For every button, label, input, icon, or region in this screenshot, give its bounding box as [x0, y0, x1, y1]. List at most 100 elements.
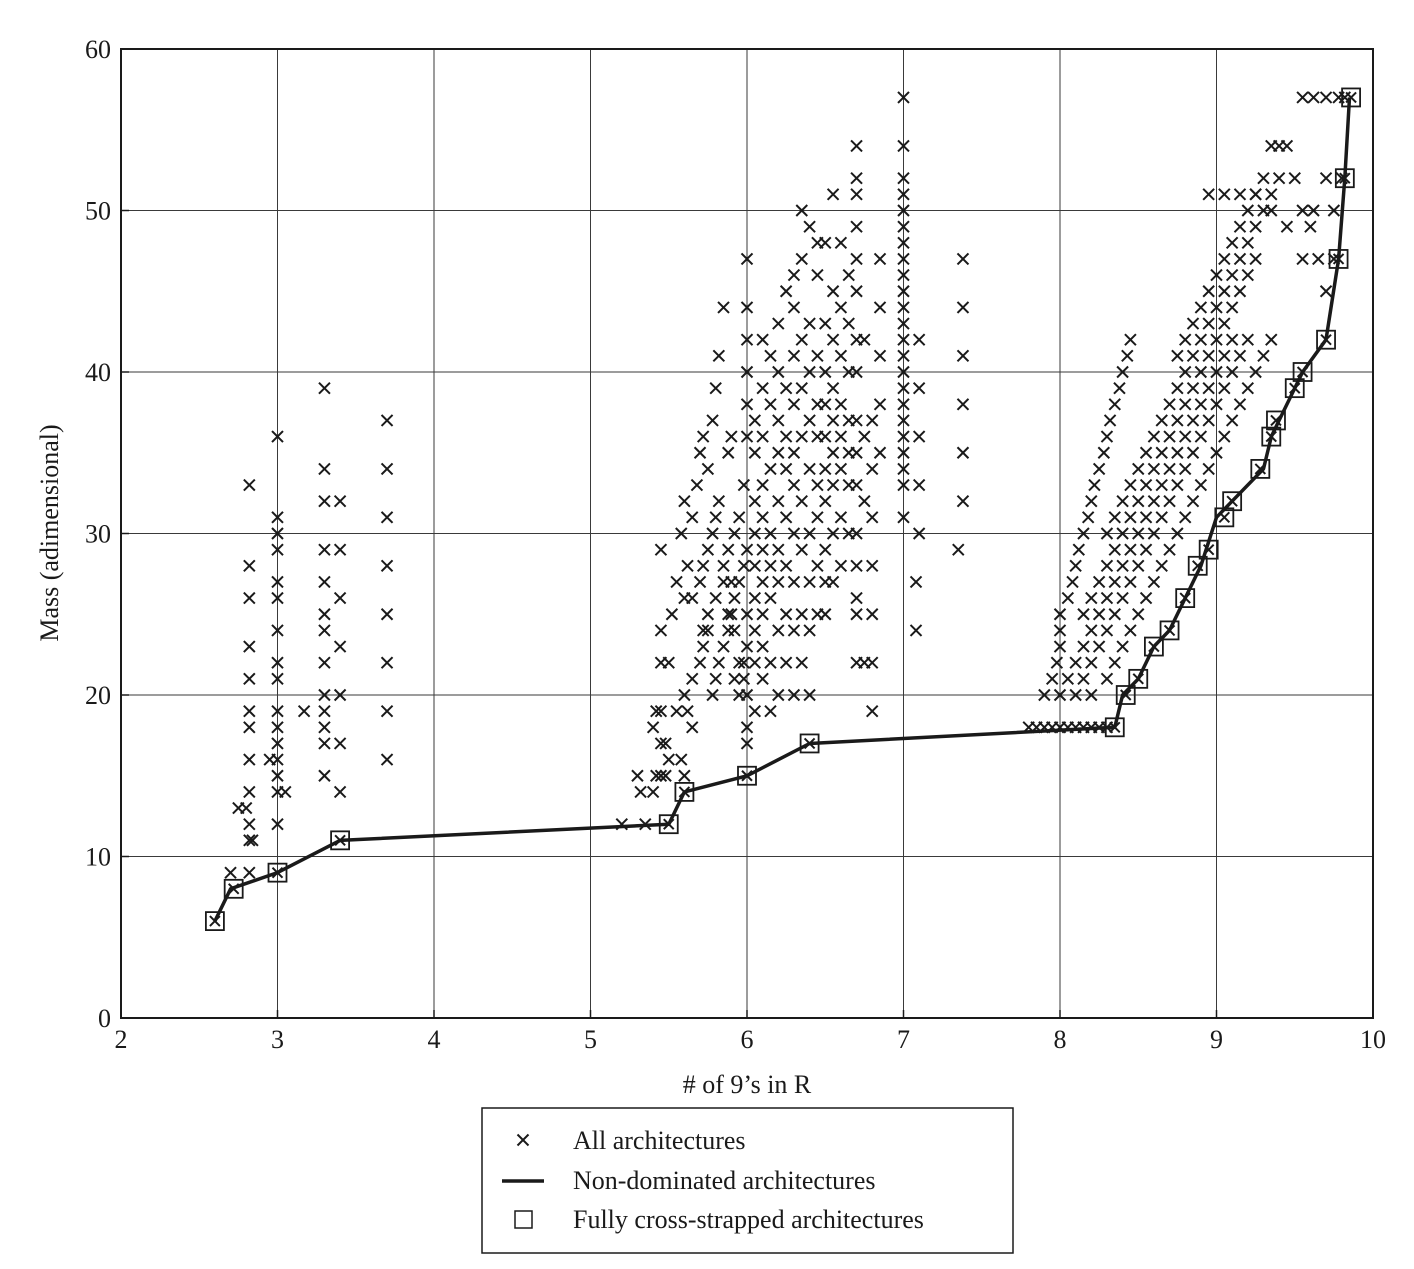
data-point-x: [787, 398, 801, 411]
data-point-x: [850, 139, 863, 153]
data-point-x: [1100, 430, 1114, 443]
x-tick-label: 6: [741, 1025, 754, 1054]
data-point-x: [732, 656, 746, 669]
x-tick-label: 5: [584, 1025, 597, 1054]
data-point-x: [1178, 462, 1192, 476]
data-point-x: [850, 591, 863, 605]
data-point-x: [380, 704, 394, 718]
data-point-x: [681, 704, 694, 718]
data-point-x: [1132, 494, 1145, 508]
data-point-x: [897, 301, 910, 314]
data-point-x: [764, 462, 777, 476]
data-point-x: [1186, 317, 1200, 330]
data-point-x: [834, 559, 848, 573]
data-point-x: [1085, 688, 1098, 702]
data-point-x: [1124, 575, 1137, 589]
data-point-x: [1147, 430, 1161, 443]
data-point-x: [787, 575, 801, 589]
data-point-x: [748, 591, 762, 605]
data-point-x: [897, 333, 910, 346]
data-point-x: [1225, 414, 1239, 427]
data-point-x: [779, 430, 793, 443]
data-point-x: [779, 462, 793, 476]
data-point-x: [1100, 559, 1114, 573]
data-point-x: [897, 171, 910, 185]
data-point-x: [811, 478, 824, 492]
data-point-x: [1218, 285, 1231, 298]
x-tick-label: 4: [428, 1025, 441, 1054]
data-point-x: [1225, 333, 1239, 346]
data-point-x: [1077, 640, 1090, 653]
data-point-x: [952, 543, 965, 556]
data-point-x: [1113, 381, 1126, 395]
grid-layer: [120, 48, 1374, 1019]
data-point-x: [912, 478, 926, 492]
data-point-x: [243, 834, 256, 847]
data-point-x: [318, 704, 331, 718]
data-point-x: [243, 559, 256, 573]
data-point-x: [842, 317, 855, 330]
data-point-x: [1069, 688, 1082, 702]
legend-label-nondominated: Non-dominated architectures: [573, 1166, 876, 1195]
data-point-x: [795, 656, 808, 669]
data-point-x: [722, 543, 735, 556]
data-point-x: [772, 365, 785, 379]
data-point-x: [1108, 575, 1121, 589]
data-point-x: [756, 333, 769, 346]
data-point-x: [690, 478, 704, 492]
data-point-square: [1222, 491, 1243, 512]
data-point-x: [243, 721, 256, 734]
data-point-x: [1155, 478, 1168, 492]
data-point-x: [764, 591, 777, 605]
data-point-x: [1155, 414, 1168, 427]
data-point-x: [1053, 640, 1067, 653]
data-point-x: [756, 478, 769, 492]
data-point-x: [772, 688, 785, 702]
data-point-x: [897, 220, 910, 233]
data-point-x: [1202, 462, 1215, 476]
data-point-x: [271, 721, 284, 734]
data-point-x: [686, 511, 699, 524]
data-point-x: [1194, 301, 1208, 314]
data-point-x: [909, 575, 923, 589]
data-point-x: [728, 672, 741, 686]
data-point-x: [764, 559, 777, 573]
data-point-x: [1053, 624, 1067, 637]
data-point-x: [728, 591, 741, 605]
data-point-x: [732, 511, 746, 524]
data-point-x: [834, 398, 848, 411]
data-point-x: [380, 511, 394, 524]
data-point-x: [897, 365, 910, 379]
data-point-x: [654, 737, 668, 750]
data-point-x: [1210, 333, 1223, 346]
data-point-x: [333, 543, 347, 556]
data-point-x: [1296, 252, 1309, 266]
data-point-x: [909, 624, 923, 637]
data-point-x: [1124, 333, 1137, 346]
data-point-x: [897, 349, 910, 363]
data-point-x: [803, 624, 816, 637]
data-point-x: [271, 753, 284, 766]
y-tick-label: 30: [85, 520, 111, 549]
data-point-x: [897, 414, 910, 427]
data-point-x: [756, 543, 769, 556]
data-point-x: [756, 608, 769, 621]
data-point-x: [1072, 543, 1085, 556]
x-tick-label: 10: [1360, 1025, 1386, 1054]
data-point-x: [1108, 511, 1121, 524]
data-point-x: [1186, 381, 1200, 395]
data-point-x: [709, 672, 722, 686]
data-point-x: [873, 301, 887, 314]
data-point-x: [1139, 591, 1153, 605]
data-point-x: [748, 656, 762, 669]
data-point-x: [850, 171, 863, 185]
data-point-x: [1155, 511, 1168, 524]
data-point-x: [1288, 171, 1301, 185]
y-tick-label: 50: [85, 197, 111, 226]
data-point-x: [912, 333, 926, 346]
data-point-x: [1092, 575, 1106, 589]
data-point-x: [764, 656, 777, 669]
data-point-x: [811, 511, 824, 524]
data-point-x: [803, 575, 816, 589]
